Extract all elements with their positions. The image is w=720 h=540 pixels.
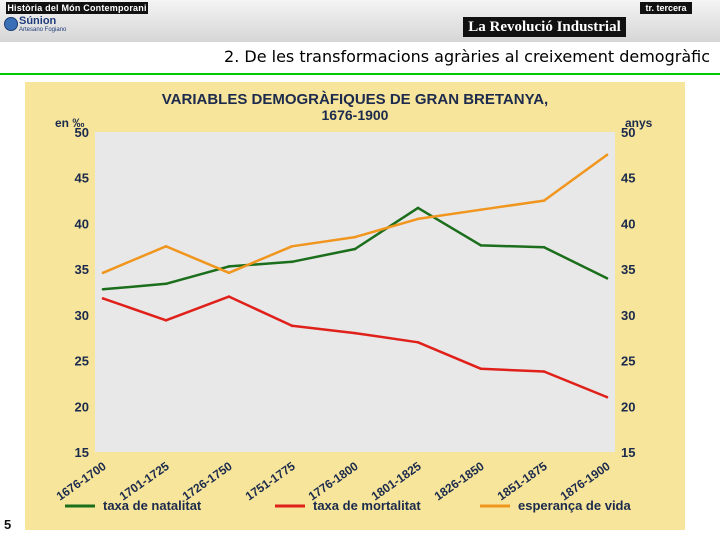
subtitle-part-1: 2. De les transformacions agràries (224, 47, 500, 66)
data-point (164, 282, 168, 286)
y-tick-left: 15 (75, 445, 89, 460)
data-point (479, 208, 483, 212)
data-point (542, 199, 546, 202)
logo-name: Súnion (19, 15, 57, 27)
data-point (605, 276, 609, 280)
x-tick-label: 1826-1850 (432, 459, 487, 504)
data-point (227, 295, 231, 298)
subtitle-part-2: al creixement demogràfic (499, 47, 710, 66)
y-tick-left: 40 (75, 216, 89, 231)
data-point (227, 265, 231, 268)
data-point (416, 206, 420, 210)
x-tick-label: 1851-1875 (495, 459, 550, 504)
x-tick-label: 1776-1800 (306, 459, 361, 504)
x-tick-label: 1876-1900 (558, 459, 613, 504)
course-tag: tr. tercera (640, 2, 692, 14)
data-point (290, 324, 294, 328)
y-tick-left: 35 (75, 262, 89, 277)
x-tick-label: 1701-1725 (117, 459, 172, 504)
y-tick-left: 45 (75, 171, 89, 186)
y-axis-right-label: anys (625, 116, 653, 130)
subtitle-text: 2. De les transformacions agràries al cr… (224, 47, 710, 66)
y-tick-right: 35 (621, 262, 635, 277)
y-tick-left: 20 (75, 399, 89, 414)
slide-subtitle: 2. De les transformacions agràries al cr… (0, 42, 720, 75)
y-tick-left: 50 (75, 125, 89, 140)
course-label: Història del Món Contemporani (6, 2, 148, 14)
x-tick-label: 1676-1700 (54, 459, 109, 504)
slide-header: Història del Món Contemporani Súnion Art… (0, 0, 720, 42)
data-point (164, 244, 168, 248)
data-point (227, 271, 231, 275)
logo-subtitle: Artesano Fogiano (19, 27, 67, 33)
y-tick-right: 30 (621, 308, 635, 323)
data-point (353, 331, 357, 335)
x-tick-label: 1751-1775 (243, 459, 298, 504)
page-number: 5 (4, 517, 12, 532)
demographic-chart: VARIABLES DEMOGRÀFIQUES DE GRAN BRETANYA… (25, 82, 685, 530)
data-point (290, 260, 294, 264)
y-tick-right: 45 (621, 171, 635, 186)
data-point (479, 367, 483, 371)
unit-title: La Revolució Industrial (463, 17, 626, 37)
legend-label: esperança de vida (518, 498, 631, 513)
globe-icon (4, 17, 18, 31)
data-point (353, 247, 357, 251)
y-tick-right: 20 (621, 399, 635, 414)
data-point (290, 244, 294, 248)
y-tick-right: 40 (621, 216, 635, 231)
y-tick-right: 50 (621, 125, 635, 140)
chart-svg: VARIABLES DEMOGRÀFIQUES DE GRAN BRETANYA… (54, 91, 653, 513)
data-point (353, 235, 357, 239)
y-tick-right: 25 (621, 354, 635, 369)
x-tick-label: 1801-1825 (369, 459, 424, 504)
data-point (542, 370, 546, 373)
legend-label: taxa de mortalitat (313, 498, 421, 513)
data-point (101, 287, 105, 291)
data-point (164, 319, 168, 322)
data-point (605, 153, 609, 157)
y-tick-right: 15 (621, 445, 635, 460)
plot-area (95, 132, 615, 452)
data-point (479, 244, 483, 247)
data-point (101, 297, 105, 300)
data-point (605, 395, 609, 399)
data-point (416, 217, 420, 221)
data-point (542, 245, 546, 249)
legend-label: taxa de natalitat (103, 498, 202, 513)
x-tick-label: 1726-1750 (180, 459, 235, 504)
data-point (101, 271, 105, 275)
y-tick-left: 25 (75, 354, 89, 369)
chart-title-line-2: 1676-1900 (322, 107, 389, 123)
data-point (416, 340, 420, 344)
chart-title-line-1: VARIABLES DEMOGRÀFIQUES DE GRAN BRETANYA… (162, 91, 548, 108)
y-axis-left-label: en ‰ (55, 116, 84, 130)
y-tick-left: 30 (75, 308, 89, 323)
